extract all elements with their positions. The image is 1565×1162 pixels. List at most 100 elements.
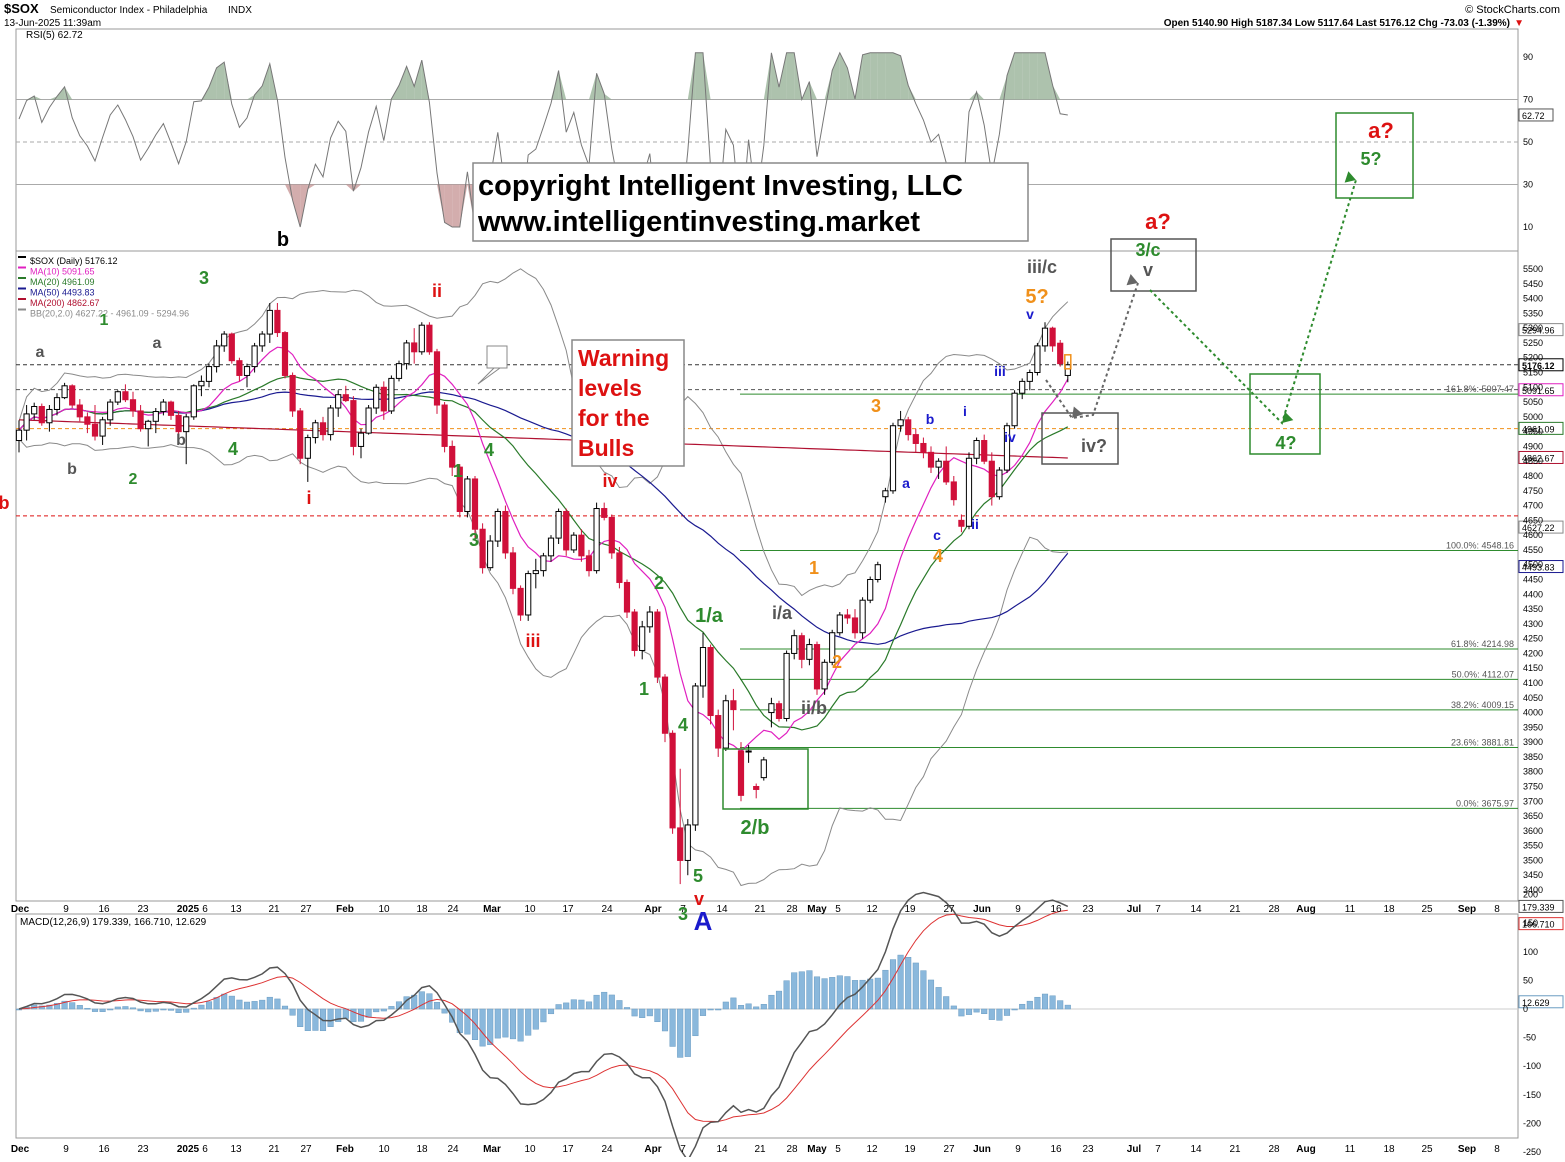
macd-histogram-bar bbox=[107, 1008, 114, 1011]
price-badge-box bbox=[1518, 560, 1564, 574]
candle-body bbox=[692, 685, 699, 826]
price-x-tick-label: 16 bbox=[1050, 904, 1062, 915]
rsi-overbought-fill bbox=[247, 94, 255, 100]
price-x-tick-label: 7 bbox=[680, 904, 686, 915]
candle-body bbox=[540, 555, 547, 572]
candle-body bbox=[836, 614, 843, 634]
macd-histogram-bar bbox=[1064, 1004, 1071, 1010]
macd-histogram-bar bbox=[555, 1004, 562, 1010]
price-x-tick-label: 11 bbox=[1345, 904, 1356, 915]
macd-x-tick-label: 7 bbox=[680, 1144, 686, 1155]
price-x-tick-label: 7 bbox=[1155, 904, 1161, 915]
fib-level-label: 100.0%: 4548.16 bbox=[1446, 540, 1514, 550]
macd-histogram-bar bbox=[798, 971, 805, 1010]
wave-label: 2 bbox=[129, 471, 138, 488]
candle-body bbox=[981, 440, 988, 462]
candle-body bbox=[601, 508, 608, 518]
candle-body bbox=[874, 564, 881, 581]
macd-histogram-bar bbox=[715, 1008, 722, 1011]
macd-histogram-bar bbox=[228, 995, 235, 1010]
price-x-tick-label: May bbox=[807, 904, 827, 915]
legend-swatch bbox=[18, 256, 26, 258]
rsi-overbought-fill bbox=[771, 52, 779, 100]
copyright-line-2: www.intelligentinvesting.market bbox=[477, 206, 920, 238]
candle-body bbox=[441, 404, 448, 447]
macd-x-tick-label: 14 bbox=[716, 1144, 728, 1155]
candle-body bbox=[213, 345, 220, 368]
wave-label: c bbox=[933, 527, 941, 543]
macd-badge-text: 179.339 bbox=[1522, 902, 1555, 912]
wave-label: 4 bbox=[933, 546, 943, 566]
macd-y-tick-label: -50 bbox=[1523, 1033, 1536, 1043]
candle-body bbox=[578, 534, 585, 557]
macd-x-tick-label: 7 bbox=[1155, 1144, 1161, 1155]
price-y-tick-label: 5200 bbox=[1523, 353, 1543, 363]
candle-body bbox=[403, 342, 410, 365]
macd-histogram-bar bbox=[768, 994, 775, 1010]
macd-histogram-bar bbox=[335, 1008, 342, 1022]
candle-body bbox=[456, 466, 463, 512]
candle-body bbox=[433, 351, 441, 406]
macd-histogram-bar bbox=[578, 999, 585, 1010]
rsi-overbought-fill bbox=[877, 52, 886, 100]
candle-body bbox=[639, 626, 646, 651]
price-y-tick-label: 3500 bbox=[1523, 855, 1543, 865]
candle-body bbox=[69, 385, 76, 406]
macd-histogram-bar bbox=[137, 1008, 144, 1012]
macd-badge-box bbox=[1518, 917, 1564, 931]
price-y-tick-label: 3900 bbox=[1523, 737, 1543, 747]
support-box bbox=[722, 748, 809, 810]
price-y-tick-label: 5400 bbox=[1523, 294, 1543, 304]
macd-line bbox=[18, 891, 1069, 1162]
macd-histogram-bar bbox=[502, 1008, 509, 1038]
candle-body bbox=[768, 703, 775, 714]
price-y-tick-label: 4650 bbox=[1523, 515, 1543, 525]
macd-badge-text: 166.710 bbox=[1522, 920, 1555, 930]
macd-histogram-bar bbox=[243, 1001, 251, 1010]
macd-histogram-bar bbox=[145, 1008, 152, 1013]
chart-symbol: $SOX bbox=[4, 1, 39, 16]
legend-entry: BB(20,2.0) 4627.22 - 4961.09 - 5294.96 bbox=[30, 309, 189, 319]
price-y-tick-label: 3450 bbox=[1523, 870, 1543, 880]
candle-body bbox=[312, 422, 319, 439]
candle-body bbox=[525, 573, 532, 616]
price-y-tick-label: 4450 bbox=[1523, 575, 1543, 585]
candle-body bbox=[608, 516, 615, 554]
rsi-overbought-fill bbox=[695, 52, 703, 100]
macd-histogram-bar bbox=[525, 1008, 532, 1036]
candle-body bbox=[745, 750, 752, 753]
chart-name: Semiconductor Index - Philadelphia bbox=[50, 5, 208, 16]
wave-label: 1 bbox=[453, 461, 463, 481]
candle-body bbox=[585, 555, 593, 572]
macd-histogram-bar bbox=[114, 1006, 121, 1010]
macd-histogram-bar bbox=[266, 996, 273, 1010]
macd-histogram-bar bbox=[122, 1006, 129, 1010]
macd-badge-text: 12.629 bbox=[1522, 998, 1550, 1008]
candle-body bbox=[654, 611, 661, 678]
last-candle-highlight bbox=[1064, 354, 1072, 370]
wave-label: 3 bbox=[469, 530, 479, 550]
macd-y-tick-label: 50 bbox=[1523, 975, 1533, 985]
candle-body bbox=[897, 419, 904, 427]
price-y-tick-label: 4950 bbox=[1523, 427, 1543, 437]
macd-histogram-bar bbox=[84, 1007, 91, 1010]
candle-body bbox=[76, 404, 83, 418]
candle-body bbox=[205, 366, 213, 382]
macd-histogram-bar bbox=[532, 1008, 539, 1030]
rsi-badge-text: 62.72 bbox=[1522, 111, 1545, 121]
candle-body bbox=[342, 394, 349, 402]
price-y-tick-label: 4900 bbox=[1523, 441, 1543, 451]
wave-label: 4 bbox=[228, 439, 238, 459]
macd-histogram-bar bbox=[593, 994, 600, 1010]
wave-label: 1 bbox=[809, 558, 819, 578]
candle-body bbox=[266, 309, 273, 335]
candle-body bbox=[844, 614, 851, 619]
macd-histogram-bar bbox=[1049, 995, 1056, 1010]
wave-label: b bbox=[277, 229, 289, 251]
wave-label: 4 bbox=[678, 715, 688, 735]
macd-histogram-bar bbox=[213, 997, 220, 1010]
price-y-tick-label: 4400 bbox=[1523, 589, 1543, 599]
price-badge-text: 5294.96 bbox=[1522, 326, 1555, 336]
